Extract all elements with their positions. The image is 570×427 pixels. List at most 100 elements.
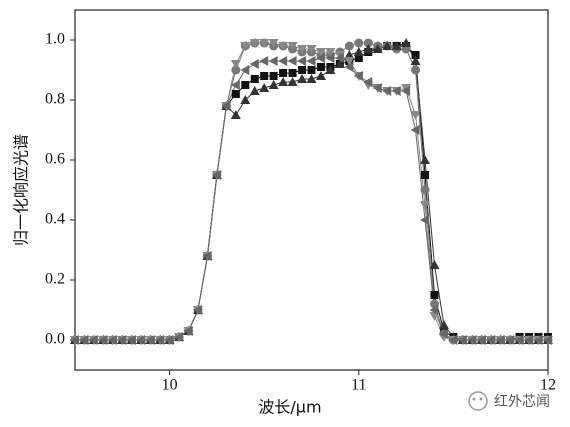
marker	[382, 86, 392, 96]
marker	[353, 71, 363, 81]
marker	[420, 201, 431, 210]
marker	[344, 41, 354, 51]
marker	[325, 48, 336, 57]
series-line	[75, 42, 548, 341]
marker	[438, 320, 449, 329]
marker	[107, 335, 117, 345]
marker	[420, 185, 430, 195]
marker	[278, 56, 288, 66]
watermark: 红外芯闻	[494, 394, 550, 410]
marker	[306, 45, 317, 54]
marker	[391, 86, 401, 96]
y-tick-label: 0.6	[45, 151, 65, 168]
marker	[334, 59, 345, 68]
marker	[505, 335, 515, 345]
marker	[269, 72, 278, 80]
marker	[401, 38, 412, 47]
marker	[145, 335, 155, 345]
marker	[259, 83, 270, 92]
marker	[287, 77, 298, 86]
marker	[430, 291, 439, 299]
marker	[315, 71, 326, 80]
marker	[306, 56, 316, 66]
marker	[354, 38, 364, 48]
marker	[192, 305, 202, 315]
marker	[117, 335, 127, 345]
marker	[164, 335, 174, 345]
marker	[268, 39, 279, 48]
y-tick-label: 0.2	[45, 271, 65, 288]
marker	[306, 74, 317, 83]
marker	[211, 170, 221, 180]
marker	[230, 80, 240, 90]
y-tick-label: 1.0	[45, 31, 65, 48]
marker	[410, 111, 421, 120]
marker	[297, 56, 307, 66]
marker	[70, 335, 79, 345]
marker	[344, 57, 355, 66]
x-tick-label: 11	[351, 377, 366, 394]
y-tick-label: 0.4	[45, 211, 65, 228]
marker	[533, 335, 543, 345]
marker	[268, 56, 278, 66]
marker	[420, 215, 430, 225]
marker	[268, 80, 279, 89]
marker	[391, 41, 402, 50]
marker	[79, 335, 89, 345]
marker	[353, 47, 364, 56]
marker	[230, 60, 241, 69]
marker	[448, 335, 458, 345]
series-line	[75, 42, 548, 341]
marker	[467, 335, 477, 345]
marker	[240, 65, 250, 75]
marker	[297, 74, 308, 83]
marker	[230, 110, 241, 119]
marker	[363, 38, 373, 48]
marker	[495, 335, 505, 345]
marker	[372, 83, 382, 93]
marker	[429, 305, 439, 315]
marker	[410, 125, 420, 135]
marker	[259, 56, 269, 66]
y-tick-label: 0.0	[45, 331, 65, 348]
marker	[420, 155, 431, 164]
marker	[363, 77, 373, 87]
marker	[287, 42, 298, 51]
marker	[354, 54, 363, 62]
marker	[259, 39, 270, 48]
marker	[155, 335, 165, 345]
marker	[174, 332, 184, 342]
marker	[476, 335, 486, 345]
series-line	[75, 42, 548, 341]
plot-frame	[74, 9, 549, 371]
marker	[344, 62, 354, 72]
x-tick-label: 10	[162, 377, 178, 394]
marker	[344, 50, 355, 59]
x-axis-label: 波长/μm	[258, 398, 321, 417]
marker	[316, 63, 325, 71]
marker	[410, 56, 421, 65]
marker	[288, 69, 297, 77]
y-axis-label: 归一化响应光谱	[12, 134, 31, 246]
marker	[307, 66, 316, 74]
marker	[315, 53, 325, 63]
marker	[372, 44, 383, 53]
marker	[88, 335, 98, 345]
marker	[287, 56, 297, 66]
marker	[136, 335, 146, 345]
marker	[543, 335, 552, 345]
marker	[438, 329, 448, 339]
marker	[202, 251, 212, 261]
marker	[183, 326, 193, 336]
marker	[363, 44, 374, 53]
marker	[231, 65, 241, 75]
marker	[524, 335, 534, 345]
marker	[411, 65, 421, 75]
marker	[315, 48, 326, 57]
marker	[514, 335, 524, 345]
marker	[325, 65, 336, 74]
marker	[250, 75, 259, 83]
marker	[486, 335, 496, 345]
marker	[126, 335, 136, 345]
